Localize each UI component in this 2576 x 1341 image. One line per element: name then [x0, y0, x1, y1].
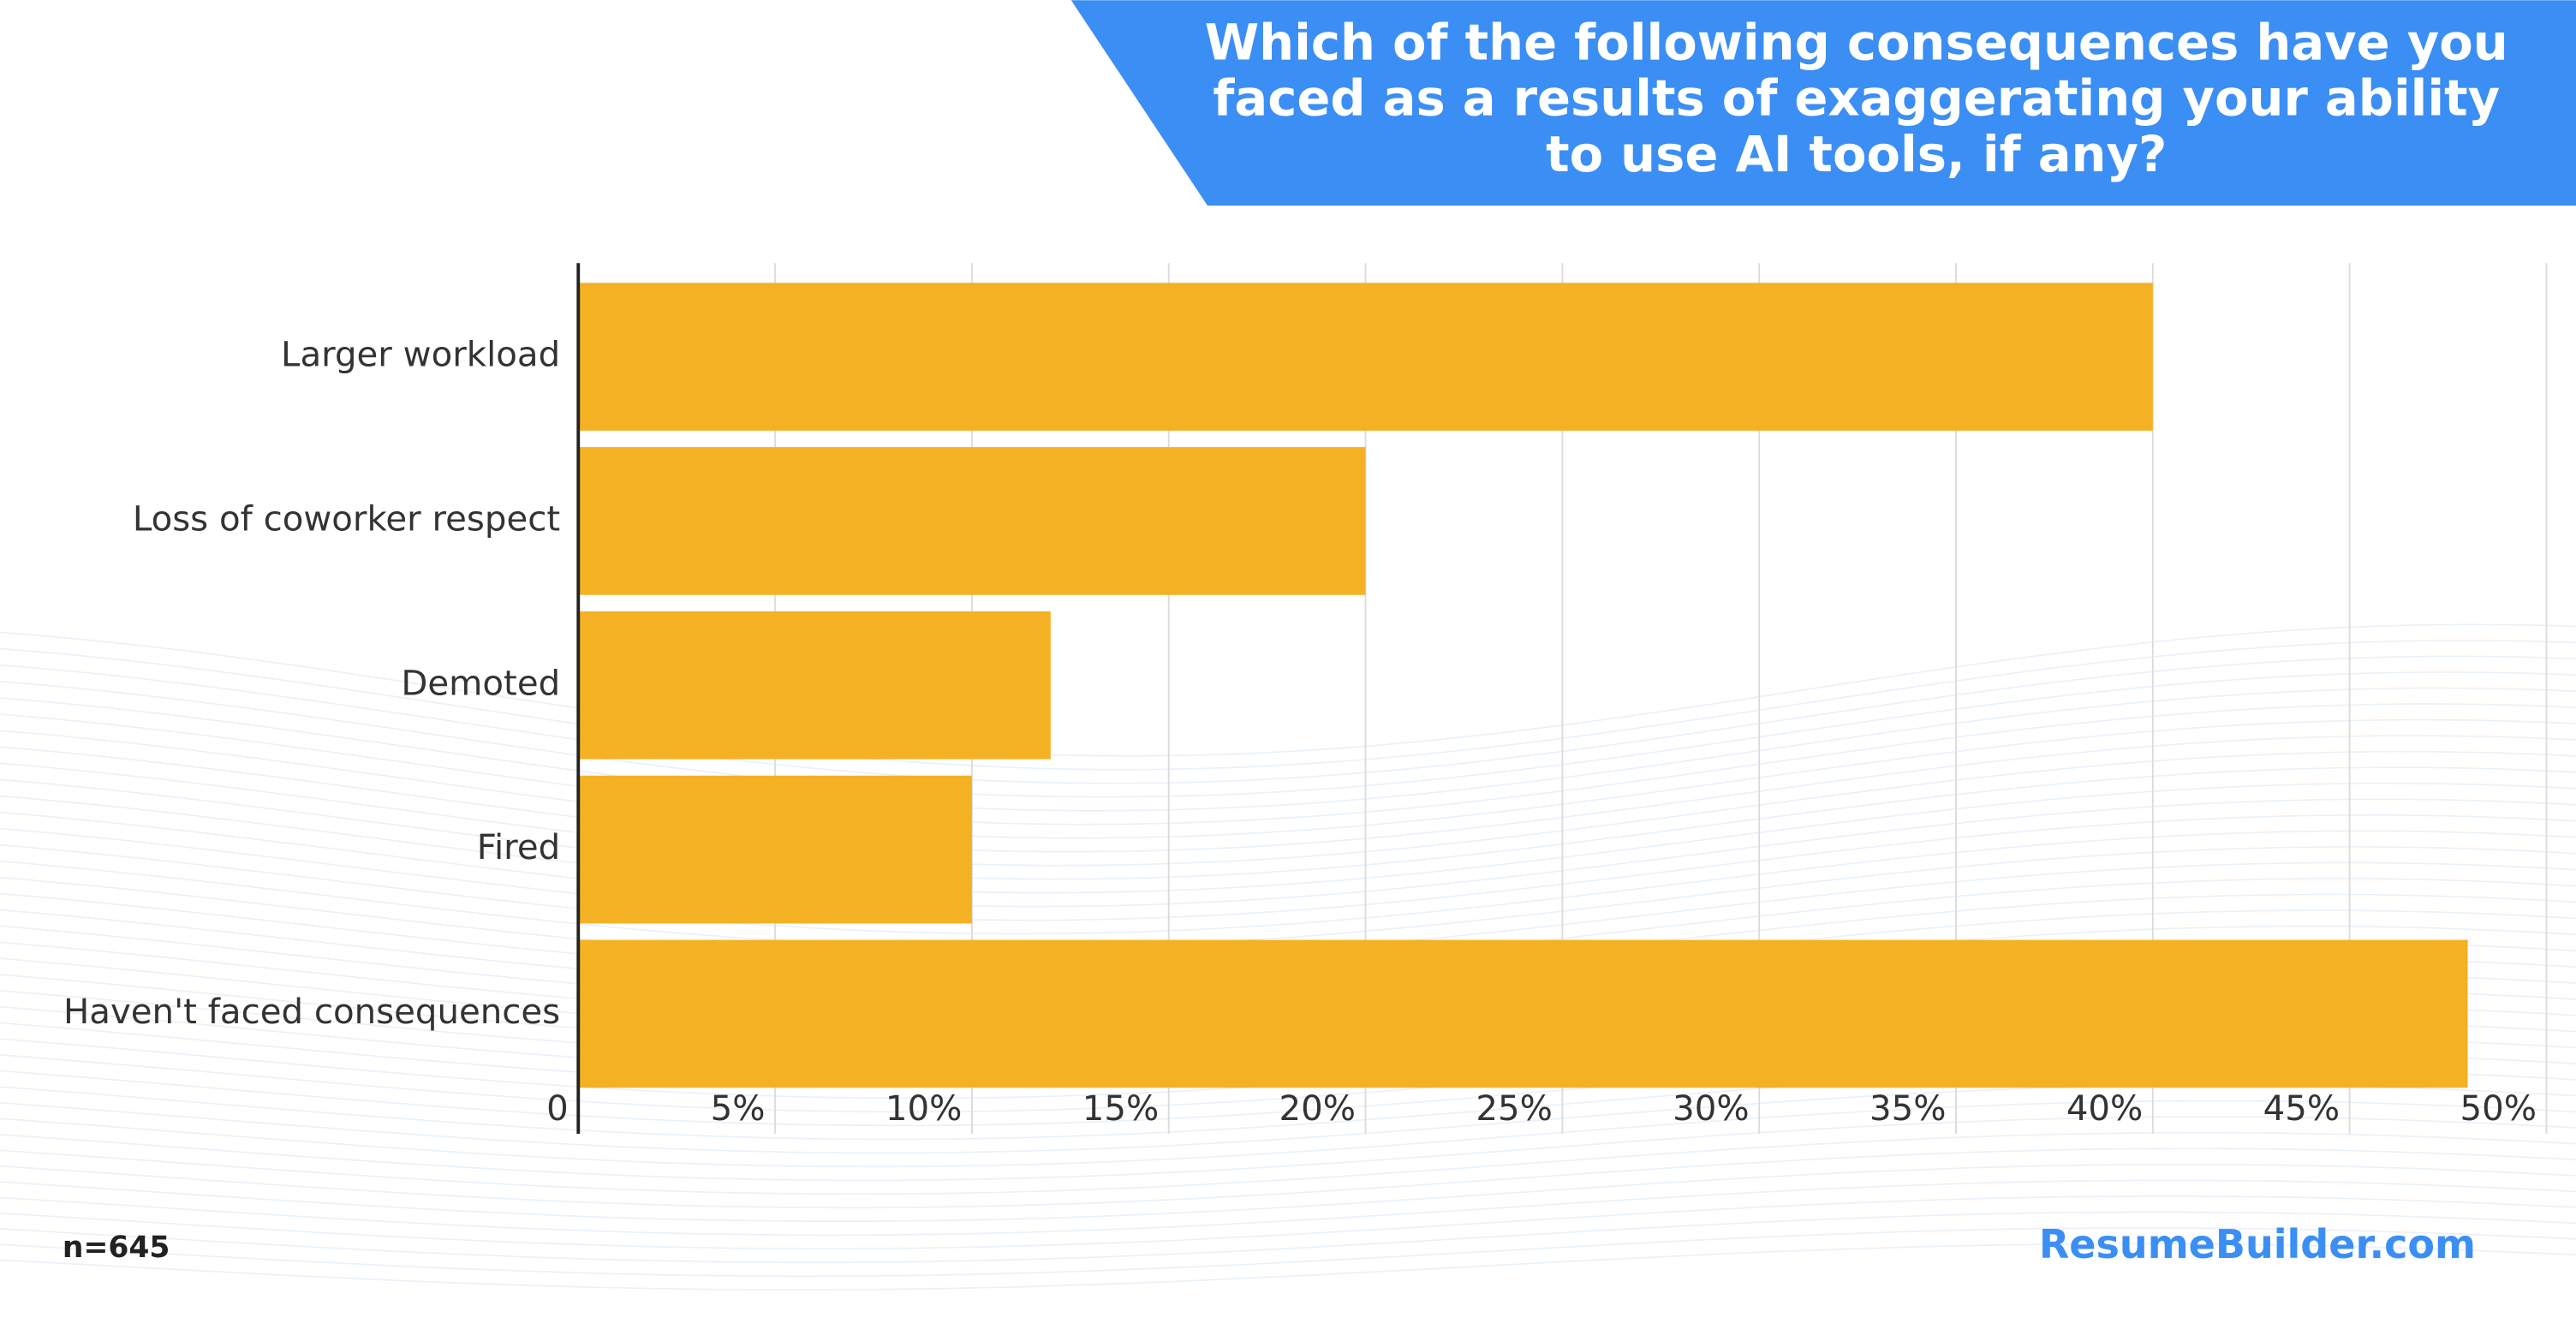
wave-line — [0, 1100, 2576, 1168]
wave-line — [0, 1179, 2576, 1237]
x-tick-label: 20% — [1279, 1089, 1357, 1129]
y-tick-label: Loss of coworker respect — [133, 499, 560, 539]
x-tick-label: 45% — [2263, 1089, 2340, 1129]
wave-line — [0, 830, 2576, 935]
bar — [578, 775, 972, 924]
wave-line — [0, 783, 2576, 894]
x-tick-label: 35% — [1869, 1089, 1947, 1129]
wave-line — [0, 1164, 2576, 1222]
x-tick-label: 10% — [886, 1089, 963, 1129]
chart-title: Which of the following consequences have… — [1204, 16, 2508, 185]
wave-line — [0, 687, 2576, 812]
wave-line — [0, 623, 2576, 757]
x-tick-label: 5% — [711, 1089, 766, 1129]
x-tick-label: 30% — [1673, 1089, 1749, 1129]
x-tick-label: 50% — [2460, 1089, 2537, 1129]
wave-line — [0, 718, 2576, 839]
wave-line — [0, 750, 2576, 867]
x-tick-label: 15% — [1082, 1089, 1160, 1129]
wave-line — [0, 814, 2576, 921]
wave-line — [0, 1147, 2576, 1209]
wave-line — [0, 798, 2576, 908]
y-tick-label: Demoted — [401, 664, 560, 703]
wave-line — [0, 640, 2576, 771]
y-tick-label: Haven't faced consequences — [63, 992, 560, 1032]
wave-line — [0, 735, 2576, 853]
source-brand: ResumeBuilder.com — [2039, 1221, 2476, 1267]
wave-line — [0, 655, 2576, 784]
title-container: Which of the following consequences have… — [1204, 16, 2508, 185]
wave-line — [0, 1211, 2576, 1263]
y-tick-label: Fired — [477, 828, 560, 867]
x-tick-label: 40% — [2066, 1089, 2144, 1129]
wave-line — [0, 1243, 2576, 1290]
wave-line — [0, 846, 2576, 949]
wave-line — [0, 703, 2576, 825]
wave-line — [0, 1227, 2576, 1278]
x-tick-label: 25% — [1476, 1089, 1553, 1129]
bar — [578, 939, 2468, 1088]
bar — [578, 283, 2153, 431]
sample-note: n=645 — [63, 1231, 170, 1265]
wave-line — [0, 671, 2576, 798]
wave-line — [0, 1195, 2576, 1250]
bar — [578, 611, 1051, 760]
wave-line — [0, 1116, 2576, 1182]
wave-line — [0, 1131, 2576, 1195]
bar — [578, 447, 1366, 595]
x-tick-label: 0 — [546, 1089, 569, 1129]
y-tick-label: Larger workload — [281, 336, 560, 375]
title-banner — [1070, 0, 2576, 206]
wave-line — [0, 766, 2576, 880]
